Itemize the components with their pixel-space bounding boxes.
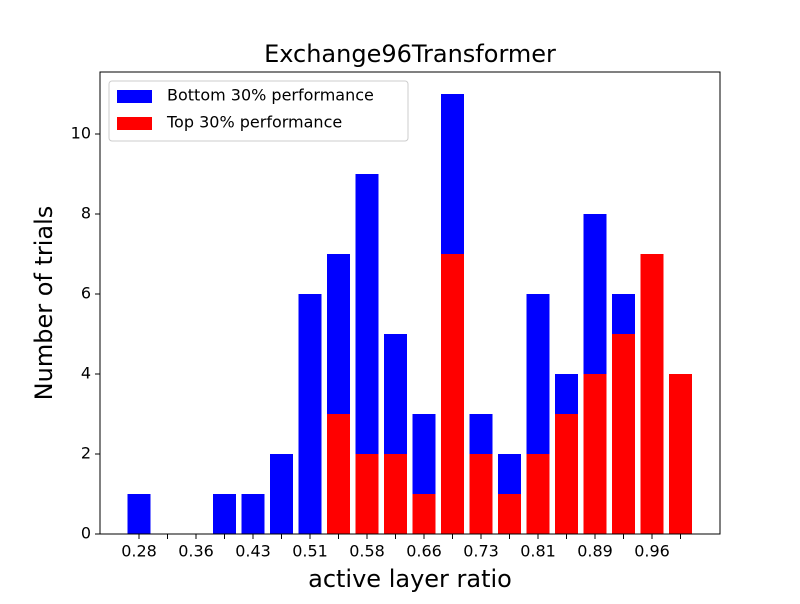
y-tick-label: 6 — [81, 284, 91, 303]
legend-box — [108, 80, 409, 142]
x-axis-label: active layer ratio — [308, 565, 512, 593]
y-tick-label: 8 — [81, 204, 91, 223]
bar — [441, 254, 464, 534]
bar — [469, 454, 493, 534]
y-axis-label: Number of trials — [30, 206, 58, 401]
y-tick-label: 0 — [81, 524, 91, 543]
bar — [355, 454, 379, 534]
x-tick-label: 0.73 — [463, 542, 499, 561]
legend-swatch — [117, 117, 152, 130]
chart-title: Exchange96Transformer — [264, 40, 556, 68]
bar — [583, 374, 607, 534]
bar — [640, 254, 664, 534]
y-tick-label: 4 — [81, 364, 91, 383]
bar — [355, 174, 379, 534]
plot-frame — [99, 71, 721, 535]
legend-label: Top 30% performance — [166, 113, 342, 132]
x-tick-label: 0.66 — [406, 542, 442, 561]
bar — [213, 494, 236, 534]
bar — [384, 454, 407, 534]
bar — [127, 494, 151, 534]
x-tick-label: 0.96 — [634, 542, 670, 561]
bar — [270, 454, 293, 534]
y-tick-label: 2 — [81, 444, 91, 463]
legend-label: Bottom 30% performance — [167, 86, 374, 105]
y-tick-label: 10 — [71, 124, 91, 143]
x-tick-label: 0.36 — [178, 542, 214, 561]
x-tick-label: 0.51 — [292, 542, 328, 561]
x-tick-label: 0.28 — [121, 542, 157, 561]
bar — [498, 494, 521, 534]
x-tick-label: 0.89 — [577, 542, 613, 561]
bar — [241, 494, 265, 534]
bar — [327, 414, 350, 534]
bar — [298, 294, 322, 534]
x-tick-label: 0.43 — [235, 542, 271, 561]
bar — [669, 374, 692, 534]
x-tick-label: 0.81 — [520, 542, 556, 561]
bar — [526, 454, 550, 534]
legend-swatch — [117, 90, 152, 103]
bar — [555, 414, 578, 534]
bar — [412, 494, 436, 534]
bar — [612, 334, 635, 534]
x-tick-label: 0.58 — [349, 542, 385, 561]
